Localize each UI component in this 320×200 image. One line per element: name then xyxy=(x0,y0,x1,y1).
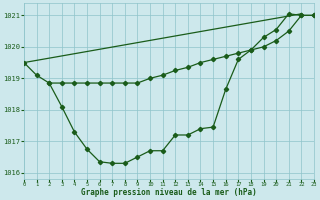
X-axis label: Graphe pression niveau de la mer (hPa): Graphe pression niveau de la mer (hPa) xyxy=(81,188,257,197)
